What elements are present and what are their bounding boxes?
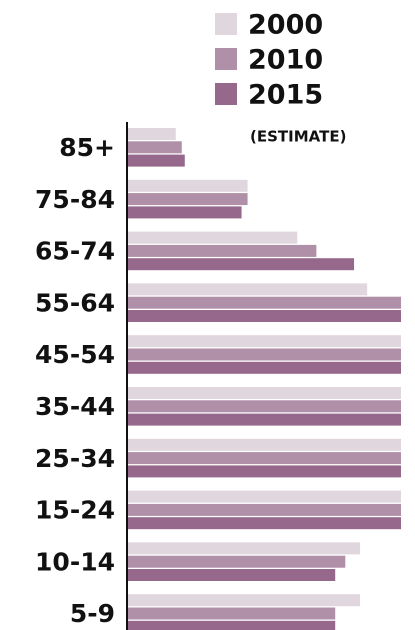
legend-note: (ESTIMATE) xyxy=(250,128,346,146)
bar xyxy=(128,465,401,478)
y-tick-label: 75-84 xyxy=(35,185,115,214)
bar xyxy=(128,503,401,516)
legend-label: 2010 xyxy=(248,45,323,76)
bar xyxy=(128,258,355,271)
y-tick-label: 10-14 xyxy=(35,547,115,576)
y-tick-label: 85+ xyxy=(59,133,115,162)
bar xyxy=(128,607,336,620)
legend-label: 2000 xyxy=(248,10,323,41)
bar xyxy=(128,231,298,244)
bar xyxy=(128,193,248,206)
bar xyxy=(128,141,182,154)
bar xyxy=(128,620,336,630)
y-tick-label: 15-24 xyxy=(35,496,115,525)
bar xyxy=(128,438,401,451)
legend-swatch xyxy=(215,48,237,70)
legend-swatch xyxy=(215,83,237,105)
bar xyxy=(128,348,401,361)
y-tick-label: 55-64 xyxy=(35,288,115,317)
bar xyxy=(128,296,401,309)
bar xyxy=(128,154,185,167)
y-tick-label: 25-34 xyxy=(35,444,115,473)
legend-label: 2015 xyxy=(248,80,323,111)
y-tick-label: 65-74 xyxy=(35,237,115,266)
bar xyxy=(128,206,242,219)
bar xyxy=(128,452,401,465)
bar xyxy=(128,413,401,426)
bar xyxy=(128,542,361,555)
bar xyxy=(128,128,176,140)
y-tick-label: 45-54 xyxy=(35,340,115,369)
bar xyxy=(128,335,401,348)
y-tick-label: 35-44 xyxy=(35,392,115,421)
bar xyxy=(128,244,317,257)
bar xyxy=(128,569,336,581)
bar xyxy=(128,490,401,503)
y-tick-label: 5-9 xyxy=(70,599,115,628)
legend-swatch xyxy=(215,13,237,35)
bar xyxy=(128,400,401,413)
bar xyxy=(128,517,401,530)
bar xyxy=(128,594,361,607)
bar xyxy=(128,361,401,374)
bar xyxy=(128,387,401,399)
bar xyxy=(128,310,401,322)
bar xyxy=(128,555,346,568)
bar xyxy=(128,179,248,192)
bar xyxy=(128,283,368,296)
